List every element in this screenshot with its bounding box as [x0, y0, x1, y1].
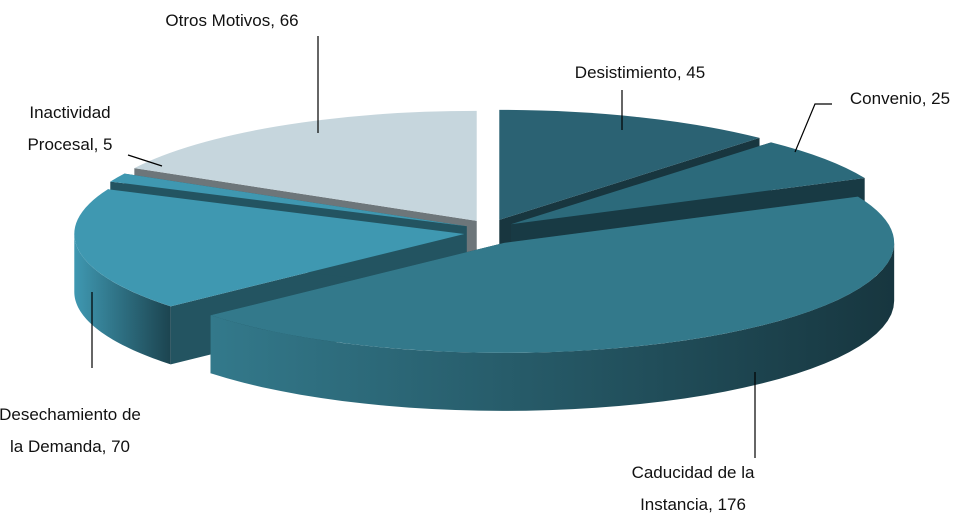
- leader-line: [794, 103, 832, 153]
- data-label: Inactividad Procesal, 5: [27, 103, 112, 154]
- label-line: la Demanda, 70: [10, 437, 130, 456]
- label-line: Caducidad de la: [632, 463, 755, 482]
- data-label: Desistimiento, 45: [575, 63, 705, 82]
- pie-slice: [210, 196, 895, 411]
- slice-top: [134, 110, 477, 221]
- slice-top: [499, 109, 760, 220]
- slice-top: [510, 142, 865, 225]
- label-line: Convenio, 25: [850, 89, 950, 108]
- label-line: Inactividad: [29, 103, 110, 122]
- label-line: Desechamiento de: [0, 405, 141, 424]
- slice-top: [74, 189, 465, 307]
- label-line: Otros Motivos, 66: [165, 11, 298, 30]
- label-line: Instancia, 176: [640, 495, 746, 514]
- slice-wall: [74, 233, 171, 365]
- leader-line: [127, 154, 163, 167]
- slice-wall: [210, 242, 895, 411]
- data-label: Convenio, 25: [850, 89, 950, 108]
- slice-top: [210, 196, 895, 353]
- data-label: Otros Motivos, 66: [165, 11, 298, 30]
- data-label: Desechamiento de la Demanda, 70: [0, 405, 141, 456]
- slice-top: [110, 173, 467, 227]
- data-label: Caducidad de la Instancia, 176: [632, 463, 755, 514]
- label-line: Procesal, 5: [27, 135, 112, 154]
- label-line: Desistimiento, 45: [575, 63, 705, 82]
